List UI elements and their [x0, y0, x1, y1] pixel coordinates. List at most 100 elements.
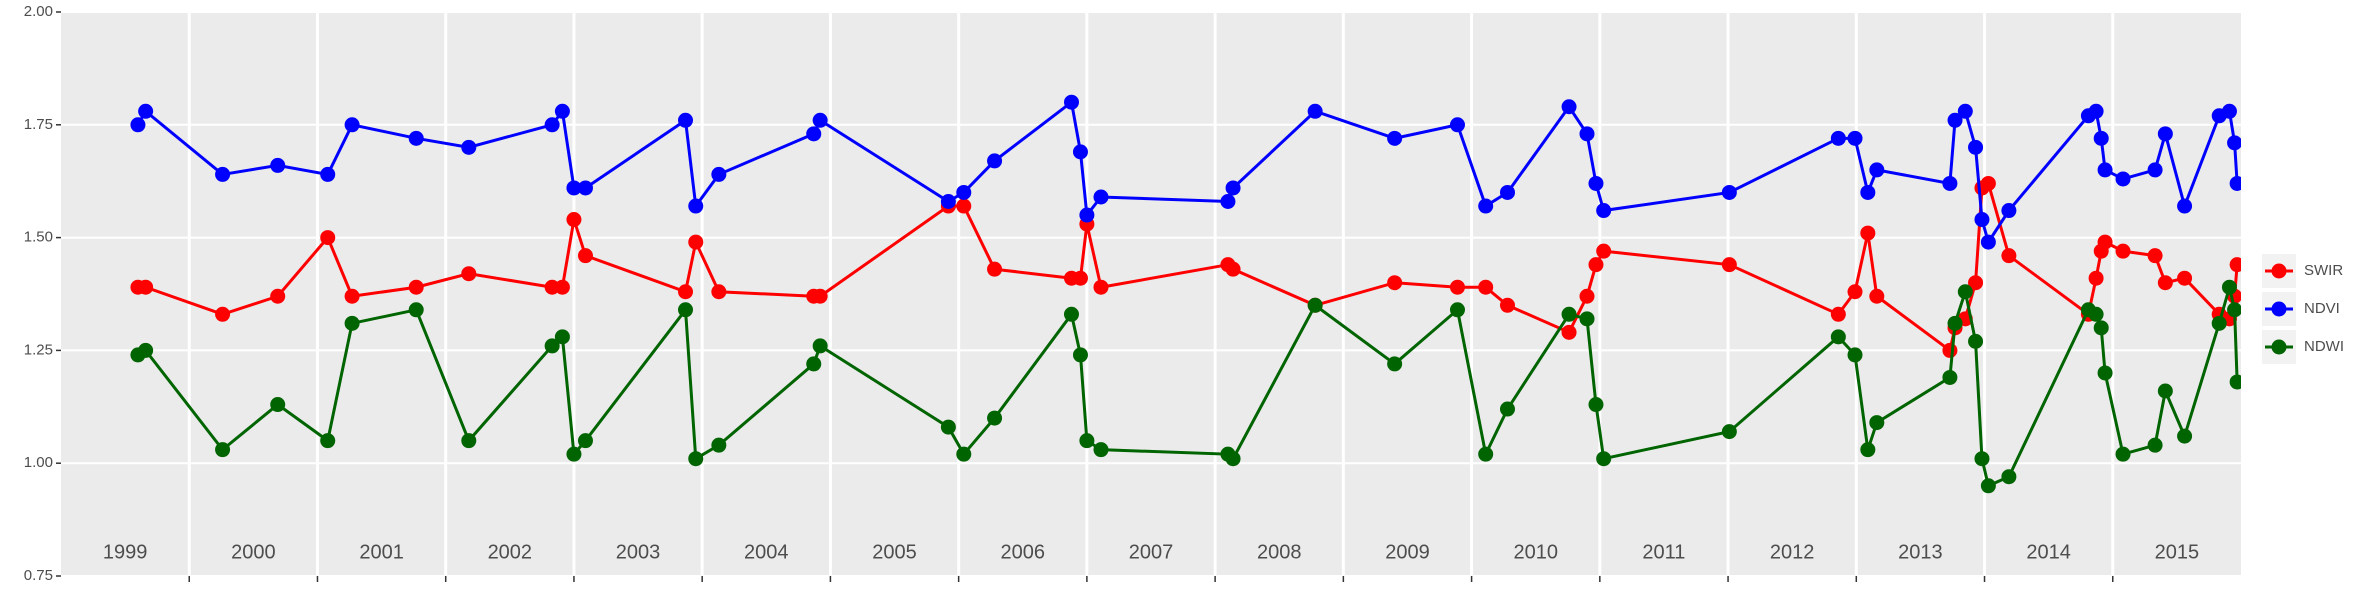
data-point [215, 306, 231, 322]
year-label: 2010 [1513, 541, 1558, 563]
data-point [1093, 442, 1109, 458]
y-tick-label: 2.00 [24, 3, 53, 20]
data-point [138, 279, 154, 295]
data-point [138, 342, 154, 358]
y-tick-label: 1.75 [24, 116, 53, 133]
data-point [2115, 171, 2131, 187]
year-label: 2006 [1001, 541, 1046, 563]
data-point [1499, 184, 1515, 200]
data-point [1596, 203, 1612, 219]
data-point [1830, 329, 1846, 345]
year-label: 2002 [488, 541, 533, 563]
data-point [270, 397, 286, 413]
series [130, 279, 2241, 494]
data-point [1830, 130, 1846, 146]
data-point [711, 437, 727, 453]
data-point [1449, 279, 1465, 295]
data-point [987, 410, 1003, 426]
data-point [408, 302, 424, 318]
data-point [1072, 144, 1088, 160]
data-point [2088, 270, 2104, 286]
data-point [554, 103, 570, 119]
data-point [577, 433, 593, 449]
data-point [1968, 139, 1984, 155]
data-point [544, 279, 560, 295]
data-point [1869, 288, 1885, 304]
data-point [1093, 279, 1109, 295]
data-point [1974, 212, 1990, 228]
legend-label: NDVI [2304, 300, 2340, 317]
data-point [1596, 243, 1612, 259]
data-point [1449, 117, 1465, 133]
data-point [2229, 175, 2241, 191]
data-point [320, 230, 336, 246]
data-point [2001, 248, 2017, 264]
data-point [1072, 347, 1088, 363]
data-point [130, 117, 146, 133]
legend-point [2271, 339, 2287, 355]
data-point [320, 166, 336, 182]
data-point [2093, 130, 2109, 146]
y-tick-label: 0.75 [24, 567, 53, 584]
data-point [544, 338, 560, 354]
data-point [1478, 198, 1494, 214]
data-point [1942, 342, 1958, 358]
data-point [2001, 469, 2017, 485]
data-point [2001, 203, 2017, 219]
data-point [806, 126, 822, 142]
y-tick-label: 1.50 [24, 229, 53, 246]
data-point [270, 288, 286, 304]
data-point [1579, 311, 1595, 327]
data-point [554, 279, 570, 295]
data-point [1588, 175, 1604, 191]
data-point [1869, 415, 1885, 431]
data-point [1561, 324, 1577, 340]
data-point [1860, 225, 1876, 241]
data-point [1947, 315, 1963, 331]
data-point [812, 112, 828, 128]
plot-background [61, 12, 2241, 576]
data-point [2227, 302, 2241, 318]
data-point [1225, 180, 1241, 196]
data-point [1093, 189, 1109, 205]
data-point [344, 117, 360, 133]
legend-point [2271, 301, 2287, 317]
data-point [956, 184, 972, 200]
data-point [2221, 103, 2237, 119]
data-point [711, 284, 727, 300]
data-point [987, 261, 1003, 277]
data-point [215, 442, 231, 458]
data-point [678, 112, 694, 128]
year-label: 2013 [1898, 541, 1943, 563]
data-point [678, 302, 694, 318]
data-point [1847, 284, 1863, 300]
data-point [2157, 383, 2173, 399]
data-point [1561, 306, 1577, 322]
data-point [1980, 234, 1996, 250]
data-point [1942, 175, 1958, 191]
data-point [215, 166, 231, 182]
data-point [1980, 478, 1996, 494]
data-point [812, 338, 828, 354]
data-point [1307, 297, 1323, 313]
data-point [566, 212, 582, 228]
year-label: 2011 [1642, 541, 1685, 563]
data-point [566, 180, 582, 196]
year-label: 2001 [359, 541, 404, 563]
data-point [1980, 175, 1996, 191]
year-label: 2012 [1770, 541, 1815, 563]
year-label: 2000 [231, 541, 276, 563]
data-point [2147, 162, 2163, 178]
data-point [1499, 401, 1515, 417]
data-point [688, 451, 704, 467]
data-point [1860, 184, 1876, 200]
data-point [812, 288, 828, 304]
year-label: 2009 [1385, 541, 1430, 563]
data-point [2157, 126, 2173, 142]
data-point [1974, 451, 1990, 467]
data-point [1478, 279, 1494, 295]
data-point [1588, 397, 1604, 413]
data-point [1968, 275, 1984, 291]
data-point [1721, 424, 1737, 440]
